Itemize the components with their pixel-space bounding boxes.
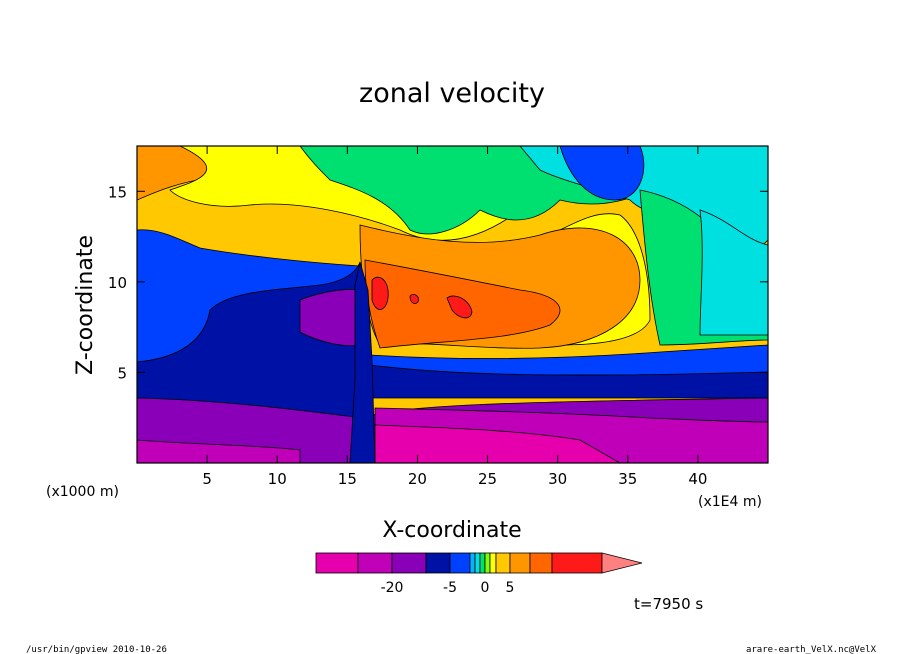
x-unit-right: (x1E4 m) [698,494,762,510]
colorbar-segment [509,552,531,574]
x-ticks: 5 10 15 20 25 30 35 40 [202,146,707,488]
colorbar-tick-label: 0 [481,580,490,596]
colorbar-segment [449,552,471,574]
x-tick-label: 10 [268,470,287,488]
region-red-cell-3 [446,295,473,319]
y-ticks: 5 10 15 [108,183,768,382]
colorbar-tick-label: 5 [506,580,515,596]
x-tick-label: 5 [202,470,212,488]
x-tick-label: 30 [548,470,567,488]
colorbar-ticks: -20 -5 0 5 [381,580,515,596]
region-magenta-left [137,439,301,463]
colorbar-segment [469,552,476,574]
x-tick-label: 40 [688,470,707,488]
footer-left: /usr/bin/gpview 2010-10-26 [26,645,167,654]
colorbar-segment [551,552,603,574]
colorbar-segment [315,552,359,574]
colorbar-segment [357,552,393,574]
y-tick-label: 5 [117,364,127,382]
region-blue-right [369,344,768,376]
x-unit-left: (x1000 m) [46,484,119,500]
colorbar-segment [484,552,491,574]
plot-frame [136,145,769,464]
x-tick-label: 15 [338,470,357,488]
colorbar-segment [529,552,553,574]
time-label: t=7950 s [634,595,703,613]
region-cyan-right [699,209,768,336]
colorbar-segment [489,552,497,574]
x-tick-label: 25 [478,470,497,488]
colorbar-extend-arrow [601,552,643,574]
colorbar-tick-label: -5 [443,580,457,596]
x-tick-label: 35 [618,470,637,488]
colorbar-segment [479,552,486,574]
y-tick-label: 15 [108,183,127,201]
region-pink-right [374,424,621,463]
colorbar-segment [495,552,511,574]
footer-right: arare-earth_VelX.nc@VelX [746,645,877,654]
colorbar-tick-label: -20 [381,580,404,596]
x-axis-label: X-coordinate [382,518,521,543]
colorbar-segment [391,552,427,574]
colorbar-segment [425,552,451,574]
contour-field [137,146,768,463]
colorbar-segment [474,552,481,574]
colorbar [315,552,643,574]
region-ridge [349,261,376,463]
y-tick-label: 10 [108,274,127,292]
y-axis-label: Z-coordinate [73,235,98,375]
x-tick-label: 20 [408,470,427,488]
region-red-cell-1 [371,276,389,310]
region-blue-upper [559,146,645,201]
chart-title: zonal velocity [359,78,545,109]
region-red-cell-2 [409,294,419,304]
